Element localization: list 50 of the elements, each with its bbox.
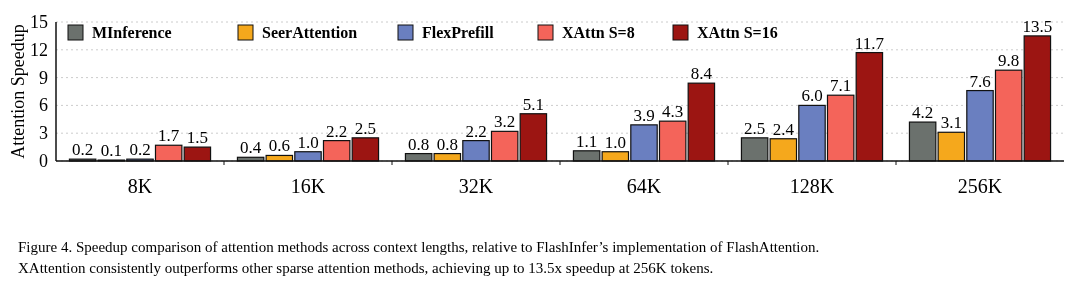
data-label: 6.0 bbox=[801, 86, 823, 106]
data-label: 0.2 bbox=[129, 140, 151, 160]
y-tick-label: 9 bbox=[39, 67, 48, 88]
x-tick-label: 8K bbox=[127, 175, 153, 197]
data-label: 2.2 bbox=[326, 121, 348, 141]
data-label: 1.0 bbox=[604, 132, 626, 152]
data-label: 0.4 bbox=[240, 138, 262, 158]
y-tick-label: 0 bbox=[39, 151, 48, 171]
legend-label: MInference bbox=[92, 24, 172, 41]
x-tick-label: 256K bbox=[957, 175, 1003, 197]
data-label: 3.9 bbox=[633, 105, 655, 125]
data-label: 2.5 bbox=[744, 118, 766, 138]
data-label: 2.5 bbox=[354, 118, 376, 138]
legend-label: SeerAttention bbox=[262, 24, 358, 41]
data-label: 0.8 bbox=[436, 134, 458, 154]
x-tick-label: 32K bbox=[458, 175, 494, 197]
y-tick-label: 12 bbox=[30, 39, 48, 60]
data-label: 1.0 bbox=[297, 132, 319, 152]
x-tick-label: 128K bbox=[789, 175, 835, 197]
data-label: 7.1 bbox=[830, 76, 852, 96]
x-tick-label: 64K bbox=[626, 175, 662, 197]
data-label: 5.1 bbox=[522, 94, 544, 114]
data-label: 7.6 bbox=[969, 71, 991, 91]
caption: Figure 4. Speedup comparison of attention methods across context lengths, relative to FlashInfer’s implementation of FlashAttention. bbox=[18, 239, 820, 255]
data-label: 1.1 bbox=[576, 131, 598, 151]
data-label: 11.7 bbox=[854, 33, 885, 53]
data-label: 1.5 bbox=[186, 128, 208, 148]
data-label: 3.2 bbox=[494, 112, 516, 132]
data-label: 0.1 bbox=[100, 141, 122, 161]
y-tick-label: 15 bbox=[30, 12, 48, 32]
data-label: 0.6 bbox=[268, 136, 290, 156]
text: XAttention consistently outperforms other sparse attention methods, achieving up to 13.5x speedup at 256K tokens. bbox=[18, 260, 714, 276]
data-label: 2.2 bbox=[465, 121, 487, 141]
legend-label: FlexPrefill bbox=[422, 24, 495, 41]
y-tick-label: 3 bbox=[39, 123, 48, 144]
data-label: 4.3 bbox=[662, 102, 684, 122]
y-axis-title: Attention Speedup bbox=[8, 24, 29, 159]
data-label: 0.8 bbox=[408, 134, 430, 154]
legend-label: XAttn S=16 bbox=[697, 24, 778, 41]
data-label: 3.1 bbox=[940, 113, 962, 133]
x-tick-label: 16K bbox=[290, 175, 326, 197]
data-label: 13.5 bbox=[1022, 16, 1053, 36]
data-label: 1.7 bbox=[158, 126, 180, 146]
y-tick-label: 6 bbox=[39, 95, 48, 116]
data-label: 4.2 bbox=[912, 103, 934, 123]
data-label: 2.4 bbox=[772, 119, 795, 139]
data-label: 9.8 bbox=[998, 51, 1020, 71]
data-label: 8.4 bbox=[690, 64, 713, 84]
legend-label: XAttn S=8 bbox=[562, 24, 635, 41]
data-label: 0.2 bbox=[72, 140, 94, 160]
